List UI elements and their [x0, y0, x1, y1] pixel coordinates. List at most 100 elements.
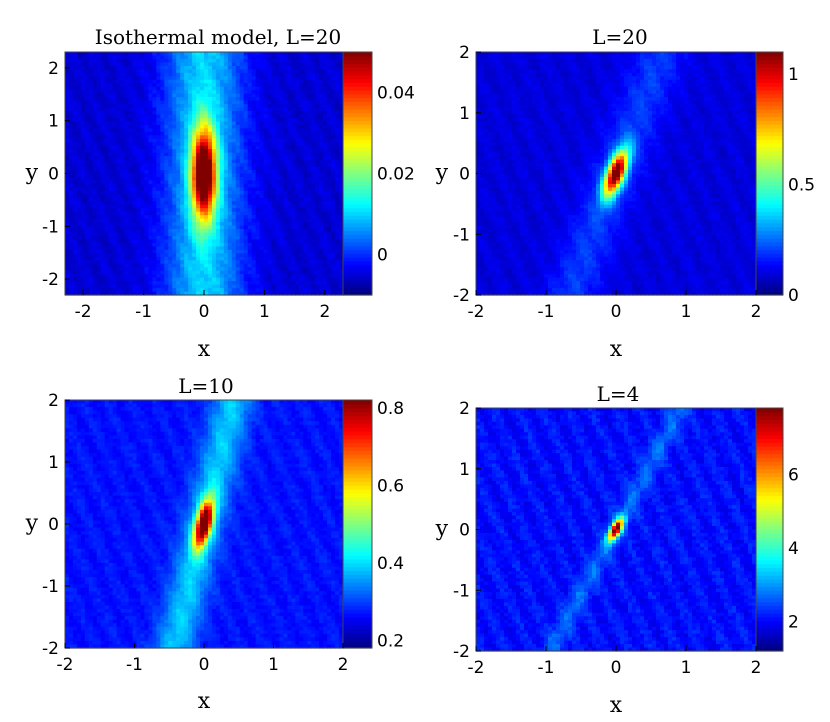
heatmap-cell	[283, 114, 288, 119]
heatmap-cell	[156, 128, 161, 133]
heatmap-cell	[223, 183, 229, 188]
heatmap-cell	[120, 69, 126, 74]
heatmap-cell	[164, 260, 169, 265]
heatmap-cell	[196, 176, 201, 182]
heatmap-cell	[180, 218, 185, 223]
heatmap-cell	[223, 211, 229, 216]
heatmap-cell	[267, 131, 273, 136]
heatmap-cell	[291, 267, 296, 272]
heatmap-cell	[235, 65, 241, 70]
heatmap-cell	[307, 208, 312, 213]
heatmap-cell	[80, 173, 86, 178]
heatmap-cell	[279, 135, 285, 140]
heatmap-cell	[331, 156, 336, 161]
heatmap-cell	[192, 232, 197, 237]
heatmap-cell	[132, 166, 138, 171]
heatmap-cell	[239, 69, 245, 74]
heatmap-cell	[100, 249, 106, 254]
heatmap-cell	[65, 260, 70, 265]
heatmap-cell	[327, 79, 332, 84]
heatmap-cell	[215, 52, 221, 57]
heatmap-cell	[72, 128, 78, 133]
heatmap-cell	[291, 288, 296, 293]
heatmap-cell	[255, 260, 261, 265]
heatmap-cell	[196, 246, 201, 251]
heatmap-cell	[319, 288, 324, 293]
heatmap-cell	[319, 62, 324, 67]
heatmap-cell	[180, 270, 185, 275]
heatmap-cell	[235, 114, 241, 119]
heatmap-cell	[128, 208, 134, 213]
heatmap-cell	[215, 218, 221, 223]
heatmap-cell	[100, 62, 106, 67]
heatmap-cell	[116, 138, 122, 143]
heatmap-cell	[192, 288, 197, 293]
heatmap-cell	[72, 65, 78, 70]
heatmap-cell	[239, 72, 245, 77]
heatmap-cell	[227, 163, 233, 168]
heatmap-cell	[148, 288, 153, 293]
heatmap-cell	[239, 190, 245, 195]
heatmap-cell	[335, 124, 340, 129]
heatmap-cell	[200, 166, 205, 171]
heatmap-cell	[259, 211, 265, 216]
heatmap-cell	[156, 277, 161, 282]
heatmap-cell	[263, 204, 269, 209]
heatmap-cell	[259, 100, 265, 105]
heatmap-cell	[132, 97, 138, 102]
heatmap-cell	[311, 222, 316, 227]
heatmap-cell	[307, 124, 312, 129]
heatmap-cell	[331, 90, 336, 95]
heatmap-cell	[215, 249, 221, 254]
heatmap-cell	[96, 173, 102, 178]
heatmap-cell	[196, 83, 201, 88]
heatmap-cell	[275, 86, 281, 91]
heatmap-cell	[219, 239, 225, 244]
heatmap-cell	[223, 86, 229, 91]
heatmap-cell	[275, 260, 281, 265]
heatmap-cell	[259, 121, 265, 126]
heatmap-cell	[243, 100, 249, 105]
heatmap-cell	[223, 225, 229, 230]
heatmap-cell	[235, 135, 241, 140]
heatmap-cell	[319, 128, 324, 133]
heatmap-cell	[160, 291, 165, 296]
heatmap-cell	[128, 263, 134, 268]
heatmap-cell	[223, 267, 229, 272]
heatmap-cell	[112, 142, 118, 147]
heatmap-cell	[275, 270, 281, 275]
heatmap-cell	[335, 281, 340, 286]
heatmap-cell	[204, 170, 209, 175]
heatmap-cell	[124, 253, 130, 258]
heatmap-cell	[259, 274, 265, 279]
heatmap-cell	[247, 284, 253, 289]
heatmap-cell	[164, 131, 169, 136]
heatmap-cell	[267, 135, 273, 140]
heatmap-cell	[124, 117, 130, 123]
heatmap-cell	[211, 145, 217, 150]
heatmap-cell	[152, 72, 157, 77]
heatmap-cell	[92, 256, 98, 261]
heatmap-cell	[295, 256, 300, 261]
heatmap-cell	[152, 58, 157, 64]
heatmap-cell	[140, 107, 146, 112]
heatmap-cell	[267, 62, 273, 67]
heatmap-cell	[112, 121, 118, 126]
heatmap-cell	[219, 100, 225, 105]
heatmap-cell	[80, 62, 86, 67]
heatmap-cell	[112, 176, 118, 182]
heatmap-cell	[311, 128, 316, 133]
heatmap-cell	[323, 142, 328, 147]
heatmap-cell	[243, 242, 249, 247]
heatmap-cell	[112, 170, 118, 175]
heatmap-cell	[120, 65, 126, 70]
heatmap-cell	[76, 156, 82, 161]
heatmap-cell	[132, 65, 138, 70]
colorbar-segment	[343, 154, 372, 159]
heatmap-cell	[80, 128, 86, 133]
heatmap-cell	[76, 274, 82, 279]
heatmap-cell	[339, 90, 344, 95]
heatmap-cell	[104, 176, 110, 182]
heatmap-cell	[144, 232, 149, 237]
heatmap-cell	[215, 114, 221, 119]
